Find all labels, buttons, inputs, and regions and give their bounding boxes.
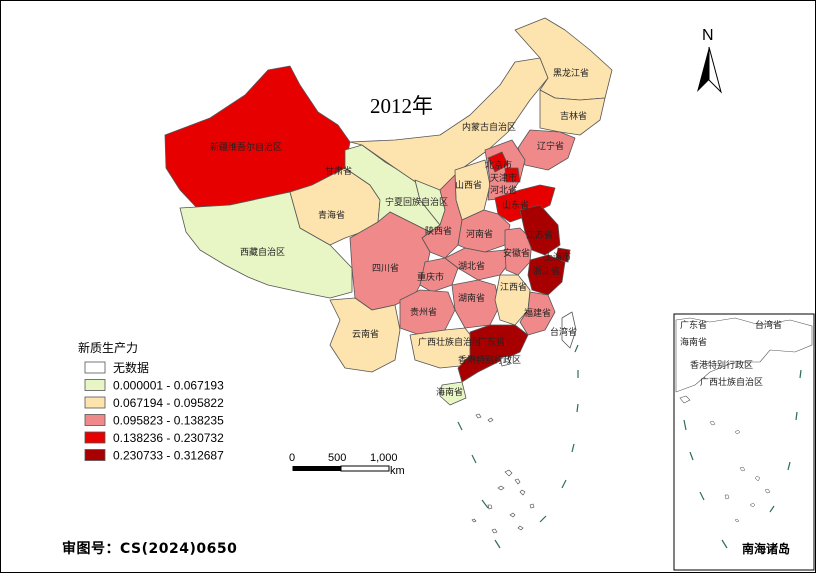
scale-bar: 0 500 1,000 km (289, 452, 405, 477)
label-shanghai: 上海市 (544, 251, 571, 263)
label-hainan: 海南省 (436, 386, 463, 398)
legend-title: 新质生产力 (78, 340, 138, 355)
province-beijing (487, 151, 509, 173)
province-yunnan (329, 297, 401, 373)
label-shanxi: 山西省 (455, 179, 482, 191)
label-yunnan: 云南省 (352, 328, 379, 340)
province-anhui (504, 227, 533, 276)
label-inner-mongolia: 内蒙古自治区 (462, 121, 516, 133)
province-layer (164, 17, 613, 406)
label-beijing: 北京市 (485, 159, 512, 171)
province-taiwan (561, 311, 577, 349)
south-sea-inset: 广东省 广西壮族自治区 海南省 台湾省 香港特别行政区 南海诸岛 (673, 313, 815, 571)
scale-unit: km (390, 465, 405, 477)
inset-label-hongkong: 香港特别行政区 (690, 359, 753, 371)
label-shaanxi: 陕西省 (425, 225, 452, 237)
approval-number: 审图号：CS(2024)0650 (62, 540, 237, 557)
province-tianjin (504, 167, 521, 183)
north-arrow-icon (697, 47, 709, 92)
label-anhui: 安徽省 (503, 247, 530, 259)
legend-swatch-0 (84, 361, 106, 374)
province-tibet (179, 191, 353, 299)
scale-label-500: 500 (328, 452, 346, 464)
province-zhejiang (527, 254, 566, 296)
label-xinjiang: 新疆维吾尔自治区 (210, 141, 282, 153)
province-jilin (539, 89, 606, 136)
label-jiangsu: 江苏省 (526, 229, 553, 241)
province-guizhou (399, 289, 456, 336)
province-guangdong (457, 324, 529, 383)
legend-swatch-4 (84, 431, 106, 444)
south-sea-islands (471, 413, 535, 534)
province-jiangsu (519, 204, 561, 256)
province-shanghai (555, 247, 571, 263)
province-jiangxi (494, 274, 531, 326)
label-henan: 河南省 (466, 228, 493, 240)
legend-label-2: 0.067194 - 0.095822 (113, 396, 224, 410)
legend-label-1: 0.000001 - 0.067193 (113, 379, 224, 393)
legend-swatch-2 (84, 396, 106, 409)
scale-label-0: 0 (289, 452, 295, 464)
province-fujian (519, 291, 556, 336)
map-title: 2012年 (370, 94, 433, 118)
scale-label-1000: 1,000 (370, 452, 398, 464)
label-hubei: 湖北省 (458, 260, 485, 272)
label-qinghai: 青海省 (318, 209, 345, 221)
label-chongqing: 重庆市 (417, 271, 444, 283)
province-hongkong (499, 355, 511, 367)
legend-swatch-3 (84, 414, 106, 426)
legend-label-0: 无数据 (113, 360, 149, 375)
label-tianjin: 天津市 (490, 172, 517, 184)
province-hainan (439, 381, 467, 406)
label-ningxia: 宁夏回族自治区 (385, 196, 448, 208)
label-guangdong: 广东省 (478, 336, 505, 348)
label-gansu: 甘肃省 (325, 165, 352, 177)
legend-swatch-1 (84, 379, 106, 391)
label-taiwan: 台湾省 (550, 326, 577, 338)
province-labels: 新疆维吾尔自治区 西藏自治区 青海省 甘肃省 内蒙古自治区 黑龙江省 吉林省 辽… (210, 67, 589, 398)
north-arrow-label: N (702, 27, 714, 44)
province-inner-mongolia (349, 57, 549, 191)
inset-label-guangxi: 广西壮族自治区 (700, 376, 763, 388)
label-tibet: 西藏自治区 (240, 246, 285, 258)
nine-dash-line (457, 344, 579, 549)
label-jiangxi: 江西省 (500, 281, 527, 293)
label-zhejiang: 浙江省 (533, 265, 560, 277)
inset-label-hainan: 海南省 (680, 336, 707, 348)
label-hongkong: 香港特别行政区 (458, 354, 521, 366)
label-guangxi: 广西壮族自治区 (418, 336, 481, 348)
legend-label-4: 0.138236 - 0.230732 (113, 431, 224, 445)
label-fujian: 福建省 (524, 307, 551, 319)
province-shandong (494, 184, 556, 223)
label-shandong: 山东省 (502, 199, 529, 211)
label-sichuan: 四川省 (372, 262, 399, 274)
legend-label-5: 0.230733 - 0.312687 (113, 449, 224, 463)
province-hunan (451, 279, 501, 329)
inset-label-guangdong: 广东省 (680, 319, 707, 331)
label-heilongjiang: 黑龙江省 (553, 67, 589, 79)
inset-title: 南海诸岛 (742, 541, 790, 556)
label-hunan: 湖南省 (458, 292, 485, 304)
inset-label-taiwan: 台湾省 (755, 319, 782, 331)
north-arrow: N (697, 27, 722, 94)
label-liaoning: 辽宁省 (537, 140, 564, 152)
label-hebei: 河北省 (490, 184, 517, 196)
legend-label-3: 0.095823 - 0.138235 (113, 414, 224, 428)
label-guizhou: 贵州省 (410, 306, 437, 318)
label-jilin: 吉林省 (560, 110, 587, 122)
legend: 新质生产力 无数据 0.000001 - 0.067193 0.067194 - 0… (78, 340, 224, 463)
legend-swatch-5 (84, 449, 106, 461)
